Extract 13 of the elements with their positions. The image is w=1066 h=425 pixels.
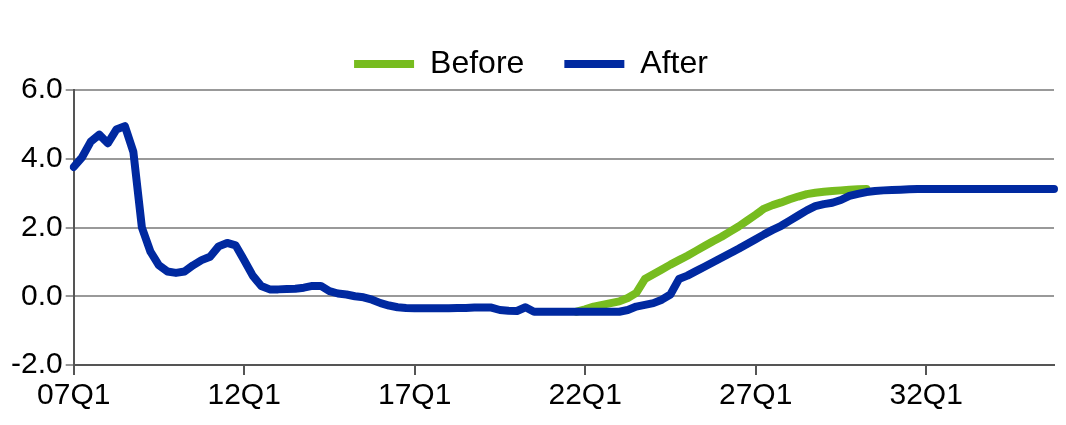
legend-label: After [640,43,709,80]
y-tick-label: 2.0 [20,208,63,242]
x-tick-label: 12Q1 [207,377,281,411]
x-tick-label: 17Q1 [377,377,452,411]
y-tick-label: 4.0 [20,140,63,174]
legend-label: Before [430,43,525,80]
x-tick-label: 32Q1 [889,377,963,411]
y-tick-label: 0.0 [20,277,63,311]
x-tick-label: 07Q1 [37,377,111,411]
y-tick-label: -2.0 [10,346,63,380]
y-tick-label: 6.0 [20,71,63,105]
x-tick-label: 27Q1 [718,377,793,411]
x-tick-label: 22Q1 [548,377,622,411]
